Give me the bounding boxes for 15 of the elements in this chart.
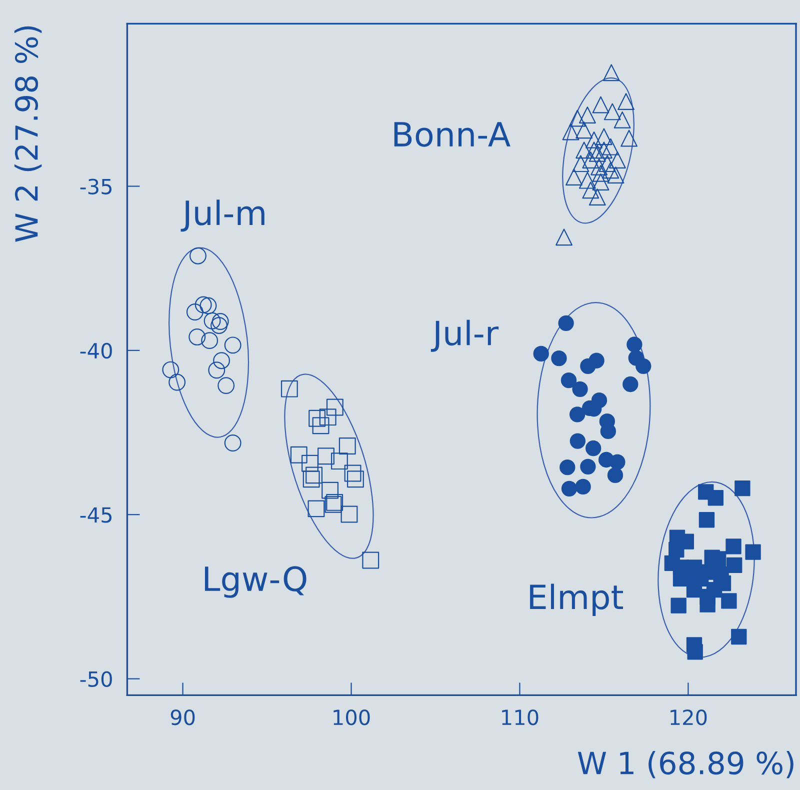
x-axis-title: W 1 (68.89 %) <box>578 750 794 778</box>
y-tick-label: -40 <box>80 342 112 359</box>
y-axis-title: W 2 (27.98 %) <box>14 26 42 242</box>
y-tick-label: -50 <box>80 671 112 687</box>
annotation: Lgw-Q <box>204 566 306 598</box>
x-tick-label: 110 <box>502 709 538 726</box>
y-tick-label: -45 <box>80 507 112 523</box>
annotation: Elmpt <box>530 584 624 616</box>
annotation: Bonn-A <box>394 122 510 147</box>
x-tick-label: 120 <box>670 709 707 726</box>
annotation: Jul-r <box>430 320 499 352</box>
x-tick-label: 100 <box>334 709 370 726</box>
x-tick-label: 90 <box>170 709 195 726</box>
annotation: Jul-m <box>180 200 264 232</box>
y-tick-label: -35 <box>80 178 112 194</box>
